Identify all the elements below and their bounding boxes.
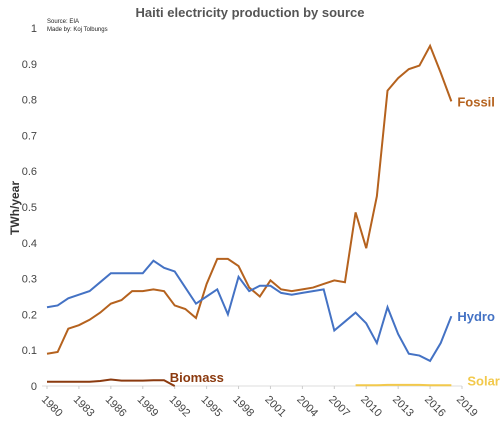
y-tick-label: 0.4 <box>22 238 37 250</box>
y-tick-label: 0.2 <box>22 309 37 321</box>
source: Source: EIA <box>47 19 79 25</box>
x-tick-label: 2016 <box>422 394 448 420</box>
series-label: Solar <box>467 373 500 388</box>
line-biomass <box>47 378 176 387</box>
y-tick-label: 0.8 <box>22 95 37 107</box>
y-tick-label: 1 <box>31 23 37 35</box>
line-fossil <box>46 43 453 355</box>
y-tick-label: 0.6 <box>22 166 37 178</box>
y-tick-label: 0.9 <box>22 59 37 71</box>
x-tick-label: 2019 <box>454 394 480 420</box>
y-tick-label: 0.7 <box>22 130 37 142</box>
y-tick-label: 0.5 <box>22 202 37 214</box>
x-tick-label: 2010 <box>358 394 384 420</box>
y-axis-label: TWh/year <box>8 181 22 235</box>
line-hydro <box>46 259 453 363</box>
x-tick-label: 1983 <box>71 394 97 420</box>
x-tick-label: 2001 <box>262 394 288 420</box>
x-tick-label: 1980 <box>39 394 65 420</box>
x-tick-label: 1989 <box>135 394 161 420</box>
series-label: Fossil <box>457 94 495 109</box>
x-tick-label: 2013 <box>390 394 416 420</box>
x-tick-label: 1998 <box>230 394 256 420</box>
chart-title: Haiti electricity production by source <box>136 5 365 20</box>
y-tick-label: 0.1 <box>22 345 37 357</box>
x-tick-label: 2007 <box>326 394 352 420</box>
x-tick-label: 1986 <box>103 394 129 420</box>
y-tick-label: 0.3 <box>22 274 37 286</box>
y-tick-label: 0 <box>31 381 37 393</box>
x-tick-label: 1995 <box>198 394 224 420</box>
x-tick-label: 2004 <box>294 394 320 420</box>
x-tick-label: 1992 <box>167 394 193 420</box>
series-label: Hydro <box>457 309 495 324</box>
series-label: Biomass <box>170 370 224 385</box>
credit: Made by: Koj Tolbungs <box>47 27 108 33</box>
